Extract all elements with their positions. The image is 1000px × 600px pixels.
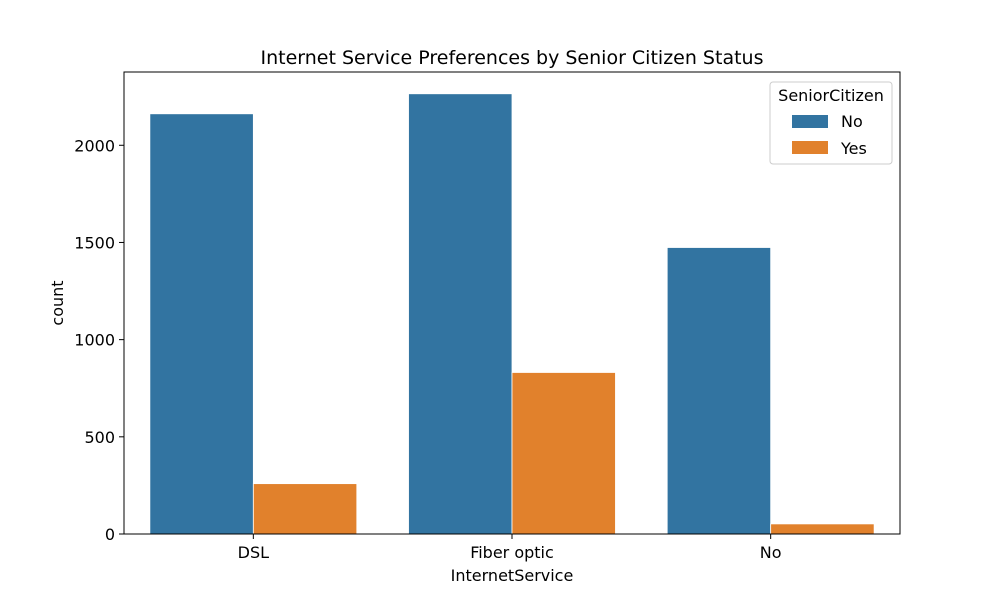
y-tick-label: 0 <box>105 525 115 544</box>
x-axis: DSL Fiber optic No <box>238 534 782 562</box>
x-axis-label: InternetService <box>451 566 574 585</box>
bar-no-no <box>666 247 772 535</box>
bar-fiber-optic-no <box>408 93 513 535</box>
bar-fiber-optic-yes <box>511 372 616 535</box>
bars-group <box>149 93 875 535</box>
bar-no-yes <box>770 523 875 535</box>
y-tick-label: 2000 <box>74 136 115 155</box>
x-tick-label: Fiber optic <box>470 543 554 562</box>
legend-title: SeniorCitizen <box>778 86 884 105</box>
y-tick-label: 500 <box>84 428 115 447</box>
legend-label-yes: Yes <box>840 139 867 158</box>
legend-swatch-yes <box>792 141 828 154</box>
legend: SeniorCitizen No Yes <box>769 81 893 165</box>
y-axis-label: count <box>48 280 67 325</box>
y-tick-label: 1500 <box>74 233 115 252</box>
legend-label-no: No <box>841 112 863 131</box>
x-tick-label: No <box>760 543 782 562</box>
legend-swatch-no <box>792 115 828 128</box>
chart-title: Internet Service Preferences by Senior C… <box>261 47 764 69</box>
x-tick-label: DSL <box>238 543 269 562</box>
bar-dsl-yes <box>252 483 358 535</box>
bar-dsl-no <box>149 113 254 535</box>
y-axis: 0 500 1000 1500 2000 <box>74 136 124 544</box>
y-tick-label: 1000 <box>74 331 115 350</box>
